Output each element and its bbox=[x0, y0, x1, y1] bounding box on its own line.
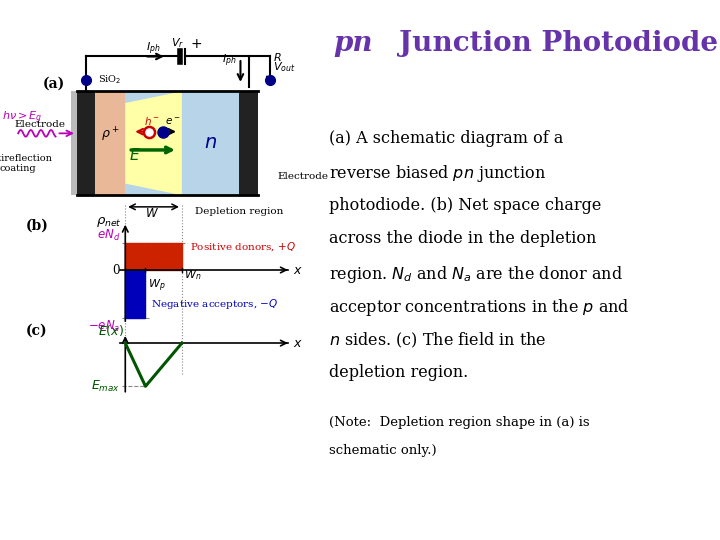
Text: $E$: $E$ bbox=[130, 147, 141, 163]
Text: $R$: $R$ bbox=[273, 51, 282, 63]
Bar bbox=[71, 91, 77, 195]
Bar bbox=[95, 91, 125, 195]
Text: $E_{max}$: $E_{max}$ bbox=[91, 379, 120, 394]
Text: $e^-$: $e^-$ bbox=[165, 116, 180, 127]
Text: (Note:  Depletion region shape in (a) is: (Note: Depletion region shape in (a) is bbox=[330, 416, 590, 429]
Text: Antireflection
coating: Antireflection coating bbox=[0, 154, 52, 173]
Text: $x$: $x$ bbox=[293, 264, 303, 276]
Text: SiO$_2$: SiO$_2$ bbox=[99, 73, 122, 86]
Text: $+$: $+$ bbox=[190, 37, 202, 51]
Text: Junction Photodiode: Junction Photodiode bbox=[399, 30, 718, 57]
Text: Electrode: Electrode bbox=[278, 172, 329, 180]
Text: $x$: $x$ bbox=[293, 336, 303, 349]
Text: depletion region.: depletion region. bbox=[330, 364, 469, 381]
Text: $-eN_a$: $-eN_a$ bbox=[88, 319, 120, 334]
Text: $I_{ph}$: $I_{ph}$ bbox=[146, 41, 161, 57]
Text: $E(x)$: $E(x)$ bbox=[98, 323, 124, 338]
Text: $V_{out}$: $V_{out}$ bbox=[273, 60, 295, 75]
Text: $W$: $W$ bbox=[145, 207, 158, 220]
Text: Electrode: Electrode bbox=[15, 120, 66, 129]
Text: $W_p$: $W_p$ bbox=[148, 278, 165, 294]
Bar bbox=[240, 91, 258, 195]
Text: across the diode in the depletion: across the diode in the depletion bbox=[330, 230, 597, 247]
Polygon shape bbox=[125, 91, 182, 195]
Text: $\rho_{net}$: $\rho_{net}$ bbox=[96, 215, 122, 230]
Text: pn: pn bbox=[333, 30, 373, 57]
Text: acceptor concentrations in the $p$ and: acceptor concentrations in the $p$ and bbox=[330, 297, 630, 318]
Text: (a): (a) bbox=[42, 77, 65, 91]
Text: $\rho^+$: $\rho^+$ bbox=[101, 126, 120, 144]
Text: $I_{ph}$: $I_{ph}$ bbox=[222, 52, 237, 69]
Text: $n$: $n$ bbox=[204, 134, 217, 152]
Bar bbox=[125, 244, 182, 270]
Text: schematic only.): schematic only.) bbox=[330, 444, 437, 457]
Text: (a) A schematic diagram of a: (a) A schematic diagram of a bbox=[330, 130, 564, 146]
Text: $n$ sides. (c) The field in the: $n$ sides. (c) The field in the bbox=[330, 330, 547, 350]
Text: $h^-$: $h^-$ bbox=[145, 115, 161, 127]
Text: (b): (b) bbox=[25, 219, 48, 233]
Text: $h\nu > E_g$: $h\nu > E_g$ bbox=[2, 110, 42, 126]
Text: $V_r$: $V_r$ bbox=[171, 37, 184, 50]
Bar bbox=[125, 91, 240, 195]
Text: $eN_d$: $eN_d$ bbox=[97, 227, 120, 242]
Text: Depletion region: Depletion region bbox=[195, 206, 284, 215]
Text: 0: 0 bbox=[113, 264, 120, 276]
Bar bbox=[125, 270, 145, 318]
Text: reverse biased $pn$ junction: reverse biased $pn$ junction bbox=[330, 163, 546, 184]
Text: Positive donors, $+Q$: Positive donors, $+Q$ bbox=[190, 241, 296, 253]
Text: $W_n$: $W_n$ bbox=[184, 268, 202, 282]
Text: (c): (c) bbox=[25, 324, 47, 338]
Text: Negative acceptors, $-Q$: Negative acceptors, $-Q$ bbox=[150, 296, 278, 310]
Text: region. $N_d$ and $N_a$ are the donor and: region. $N_d$ and $N_a$ are the donor an… bbox=[330, 264, 624, 285]
Bar bbox=[77, 91, 95, 195]
Text: photodiode. (b) Net space charge: photodiode. (b) Net space charge bbox=[330, 197, 602, 213]
